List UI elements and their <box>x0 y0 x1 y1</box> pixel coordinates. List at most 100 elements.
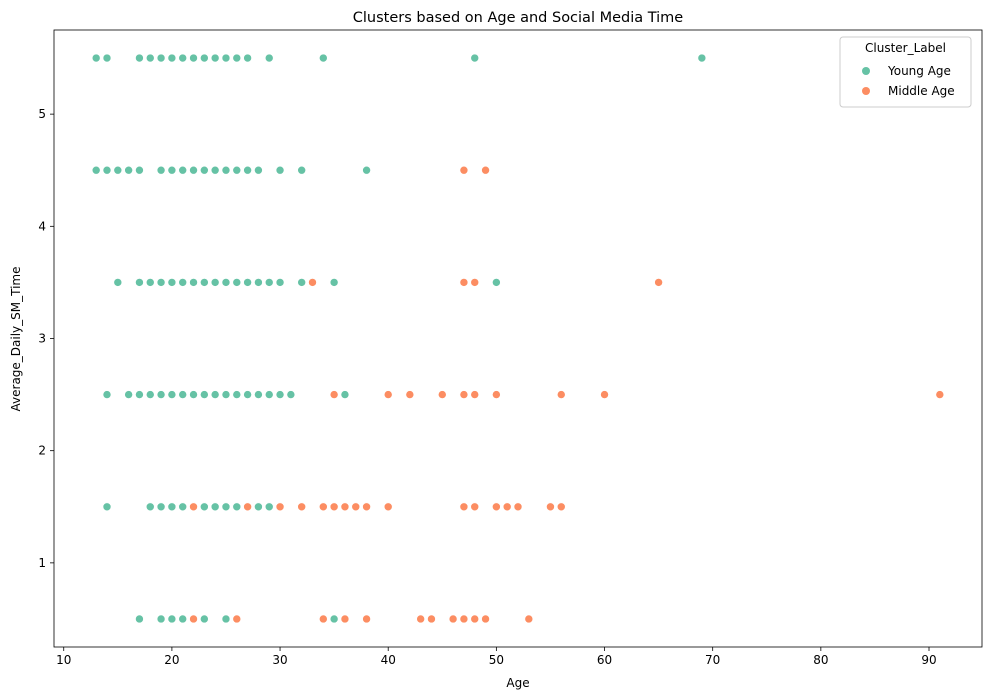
point-young-age <box>221 502 231 512</box>
point-young-age <box>135 614 144 624</box>
point-young-age <box>210 502 220 512</box>
point-young-age <box>286 390 296 399</box>
point-young-age <box>329 278 339 287</box>
point-young-age <box>232 53 242 63</box>
point-middle-age <box>459 502 469 512</box>
point-young-age <box>492 278 501 287</box>
point-middle-age <box>405 390 415 399</box>
point-young-age <box>243 390 252 399</box>
point-middle-age <box>492 502 501 512</box>
point-young-age <box>189 165 198 175</box>
x-tick-label: 80 <box>813 653 828 667</box>
point-middle-age <box>243 502 252 512</box>
point-young-age <box>167 614 177 624</box>
x-tick-label: 40 <box>381 653 396 667</box>
point-young-age <box>135 165 144 175</box>
plot-area: 10 20 30 40 50 60 70 80 90 1 2 3 4 5 <box>38 29 983 667</box>
point-young-age <box>210 53 220 63</box>
point-middle-age <box>308 278 317 287</box>
point-young-age <box>156 502 166 512</box>
x-tick-label: 10 <box>56 653 71 667</box>
point-young-age <box>319 53 328 63</box>
legend-marker-middle-age <box>862 87 870 95</box>
point-young-age <box>697 53 707 63</box>
point-young-age <box>156 165 166 175</box>
point-young-age <box>156 278 166 287</box>
point-young-age <box>200 165 209 175</box>
point-young-age <box>275 390 285 399</box>
legend-marker-young-age <box>862 67 870 75</box>
point-middle-age <box>654 278 663 287</box>
point-young-age <box>178 390 188 399</box>
point-young-age <box>167 278 177 287</box>
y-tick-label: 4 <box>38 219 46 233</box>
point-young-age <box>200 390 209 399</box>
point-young-age <box>210 278 220 287</box>
point-young-age <box>264 390 274 399</box>
point-young-age <box>167 53 177 63</box>
point-young-age <box>156 53 166 63</box>
point-young-age <box>200 502 209 512</box>
point-young-age <box>221 278 231 287</box>
point-middle-age <box>416 614 425 624</box>
point-middle-age <box>502 502 512 512</box>
point-young-age <box>470 53 480 63</box>
point-middle-age <box>481 614 490 624</box>
y-tick-label: 3 <box>38 332 46 346</box>
point-young-age <box>362 165 371 175</box>
point-middle-age <box>275 502 285 512</box>
point-middle-age <box>935 390 945 399</box>
point-young-age <box>145 53 155 63</box>
x-tick-label: 90 <box>921 653 936 667</box>
point-middle-age <box>513 502 523 512</box>
point-young-age <box>275 165 285 175</box>
y-tick-label: 1 <box>38 556 46 570</box>
point-young-age <box>102 390 112 399</box>
point-young-age <box>167 502 177 512</box>
point-middle-age <box>492 390 501 399</box>
point-young-age <box>135 390 144 399</box>
point-young-age <box>145 502 155 512</box>
point-young-age <box>167 390 177 399</box>
point-young-age <box>232 278 242 287</box>
point-young-age <box>167 165 177 175</box>
point-young-age <box>102 165 112 175</box>
point-young-age <box>221 53 231 63</box>
point-middle-age <box>362 614 371 624</box>
point-young-age <box>178 614 188 624</box>
x-tick-label: 50 <box>489 653 504 667</box>
point-middle-age <box>329 390 339 399</box>
point-middle-age <box>319 502 328 512</box>
point-young-age <box>210 390 220 399</box>
point-young-age <box>264 53 274 63</box>
point-young-age <box>189 390 198 399</box>
point-young-age <box>254 502 263 512</box>
point-middle-age <box>351 502 361 512</box>
point-young-age <box>124 165 133 175</box>
point-middle-age <box>362 502 371 512</box>
point-middle-age <box>340 502 350 512</box>
point-young-age <box>232 502 242 512</box>
point-young-age <box>178 278 188 287</box>
point-young-age <box>200 53 209 63</box>
point-middle-age <box>329 502 339 512</box>
point-middle-age <box>470 614 480 624</box>
point-middle-age <box>189 502 198 512</box>
y-tick-label: 2 <box>38 444 46 458</box>
point-middle-age <box>556 502 566 512</box>
point-young-age <box>243 165 252 175</box>
legend-label-middle-age: Middle Age <box>888 84 955 98</box>
legend: Cluster_Label Young Age Middle Age <box>839 36 972 108</box>
point-young-age <box>156 390 166 399</box>
point-young-age <box>113 165 123 175</box>
point-young-age <box>200 278 209 287</box>
point-middle-age <box>427 614 436 624</box>
point-young-age <box>232 390 242 399</box>
point-middle-age <box>383 502 393 512</box>
point-middle-age <box>319 614 328 624</box>
legend-box <box>839 36 972 108</box>
point-young-age <box>124 390 133 399</box>
point-middle-age <box>459 390 469 399</box>
x-tick-label: 30 <box>272 653 287 667</box>
point-young-age <box>221 390 231 399</box>
